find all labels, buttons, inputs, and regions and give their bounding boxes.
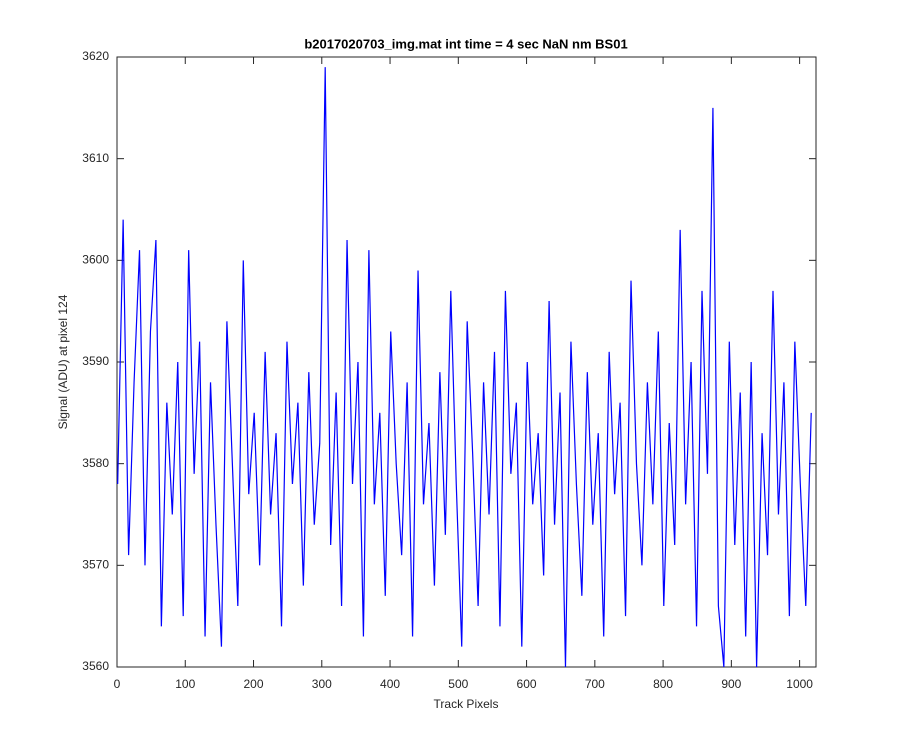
chart-title: b2017020703_img.mat int time = 4 sec NaN… [304, 36, 627, 51]
x-tick-label: 700 [585, 677, 605, 691]
y-tick-label: 3580 [82, 456, 109, 470]
y-axis-label: Signal (ADU) at pixel 124 [56, 294, 70, 429]
x-tick-label: 600 [517, 677, 537, 691]
x-tick-label: 500 [448, 677, 468, 691]
x-tick-label: 0 [114, 677, 121, 691]
x-axis-label: Track Pixels [434, 697, 499, 711]
y-tick-label: 3610 [82, 151, 109, 165]
x-tick-label: 300 [312, 677, 332, 691]
x-tick-label: 400 [380, 677, 400, 691]
x-tick-label: 800 [653, 677, 673, 691]
x-tick-label: 200 [244, 677, 264, 691]
y-tick-label: 3620 [82, 49, 109, 63]
y-tick-label: 3560 [82, 659, 109, 673]
x-tick-label: 900 [721, 677, 741, 691]
y-tick-label: 3570 [82, 558, 109, 572]
y-tick-label: 3590 [82, 354, 109, 368]
data-line [117, 67, 812, 668]
x-tick-label: 100 [175, 677, 195, 691]
y-tick-label: 3600 [82, 253, 109, 267]
x-tick-label: 1000 [786, 677, 813, 691]
